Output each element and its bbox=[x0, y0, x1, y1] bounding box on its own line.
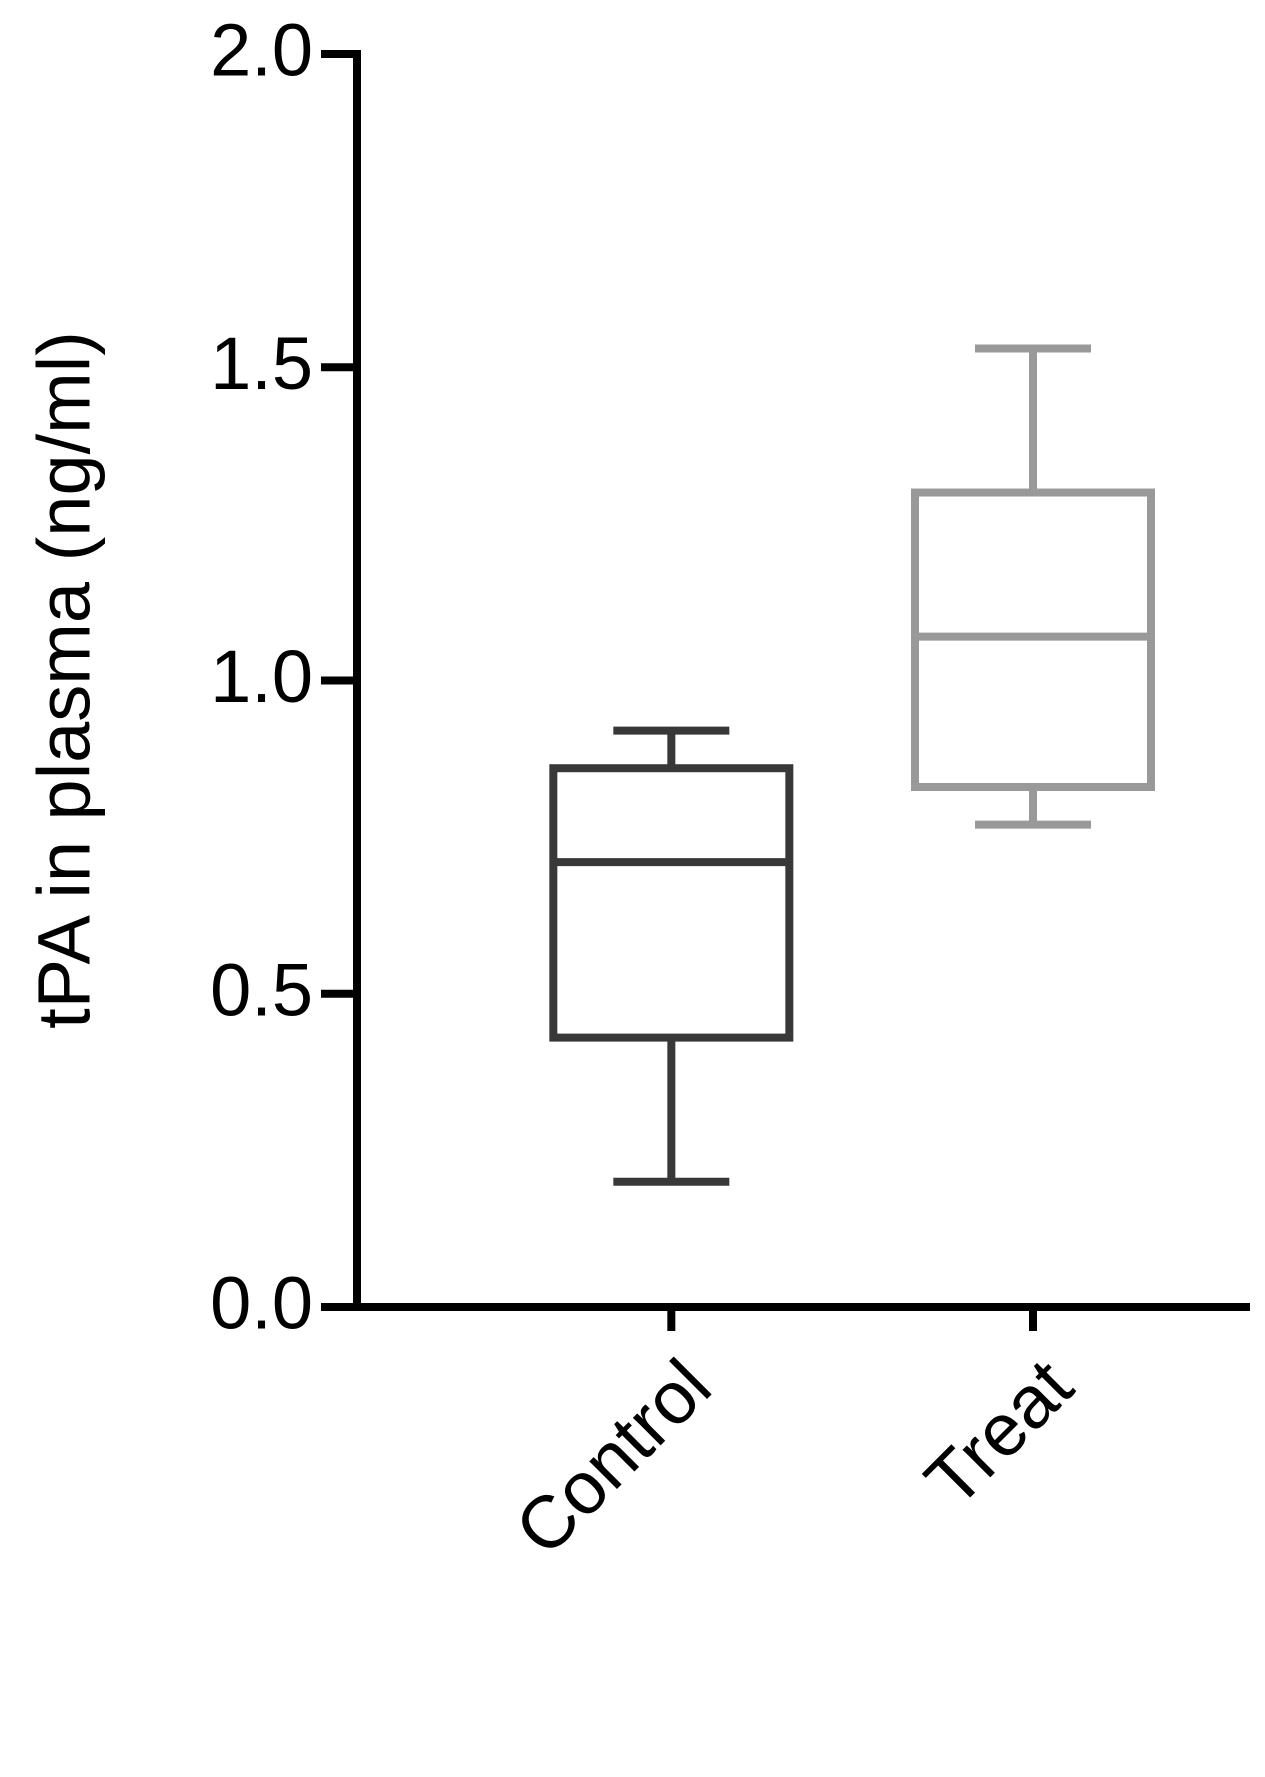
x-tick-label: Control bbox=[499, 1343, 726, 1570]
y-tick-label: 1.5 bbox=[210, 322, 313, 405]
box bbox=[549, 764, 794, 1042]
y-axis-label: tPA in plasma (ng/ml) bbox=[23, 331, 106, 1029]
x-tick-label: Treat bbox=[909, 1343, 1088, 1522]
y-tick-label: 2.0 bbox=[210, 9, 313, 92]
y-tick-label: 1.0 bbox=[210, 635, 313, 718]
y-tick-label: 0.0 bbox=[210, 1262, 313, 1345]
y-tick-label: 0.5 bbox=[210, 948, 313, 1031]
